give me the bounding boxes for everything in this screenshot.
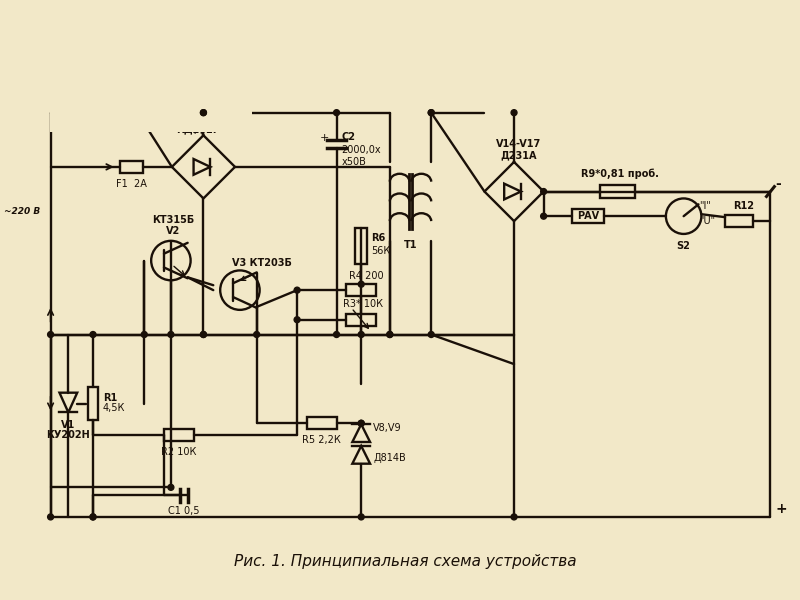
Text: КД202Р: КД202Р [177, 124, 221, 134]
Text: Д231А: Д231А [501, 150, 538, 160]
Bar [346, 284, 376, 296]
Text: Т1: Т1 [404, 240, 418, 250]
Text: V8,V9: V8,V9 [373, 423, 402, 433]
Bar [164, 429, 194, 441]
Text: 56К: 56К [371, 245, 390, 256]
Text: R12: R12 [734, 202, 754, 211]
Circle shape [90, 332, 96, 337]
Bar [114, 107, 138, 119]
Text: R2 10К: R2 10К [161, 447, 197, 457]
Circle shape [511, 110, 517, 116]
Bar [120, 161, 143, 173]
Text: F1  2А: F1 2А [110, 124, 141, 133]
Text: V3 КТ203Б: V3 КТ203Б [232, 257, 291, 268]
Text: Д814В: Д814В [373, 453, 406, 463]
Text: С1 0,5: С1 0,5 [168, 506, 199, 516]
Text: V4-V7: V4-V7 [182, 115, 214, 125]
Circle shape [334, 110, 339, 116]
Bar [355, 228, 367, 263]
Circle shape [358, 514, 364, 520]
Text: С2: С2 [342, 132, 355, 142]
Text: КТ315Б: КТ315Б [152, 215, 194, 225]
Circle shape [387, 332, 393, 337]
Circle shape [201, 332, 206, 337]
Text: х50В: х50В [342, 157, 366, 167]
Circle shape [201, 332, 206, 337]
Circle shape [541, 188, 546, 194]
Circle shape [168, 484, 174, 490]
Bar [600, 185, 635, 199]
Text: R9*0,81 проб.: R9*0,81 проб. [581, 169, 658, 179]
Text: КУ202Н: КУ202Н [46, 430, 90, 440]
Circle shape [142, 332, 147, 337]
Text: +: + [319, 133, 329, 143]
Text: 2000,0х: 2000,0х [342, 145, 381, 155]
Circle shape [358, 420, 364, 426]
Circle shape [294, 287, 300, 293]
Circle shape [428, 110, 434, 116]
Circle shape [428, 110, 434, 116]
Text: R1: R1 [103, 392, 117, 403]
Text: V2: V2 [166, 226, 180, 236]
Bar [307, 418, 337, 429]
Circle shape [90, 514, 96, 520]
Text: V1: V1 [62, 420, 75, 430]
Circle shape [541, 213, 546, 219]
Text: R5 2,2К: R5 2,2К [302, 435, 341, 445]
Text: F1  2А: F1 2А [116, 179, 147, 188]
Bar [346, 314, 376, 326]
Circle shape [201, 110, 206, 116]
Circle shape [48, 332, 54, 337]
Circle shape [358, 420, 364, 426]
Text: V14-V17: V14-V17 [496, 139, 542, 149]
Text: S2: S2 [677, 241, 690, 251]
Circle shape [201, 110, 206, 116]
Circle shape [358, 332, 364, 337]
Text: R6: R6 [371, 233, 386, 243]
Circle shape [511, 514, 517, 520]
Text: "I": "I" [699, 202, 711, 211]
Circle shape [254, 332, 260, 337]
Circle shape [334, 332, 339, 337]
Text: +: + [775, 502, 787, 516]
Text: ~220 В: ~220 В [5, 207, 41, 216]
Circle shape [387, 332, 393, 337]
Text: РАV: РАV [577, 211, 599, 221]
Circle shape [48, 514, 54, 520]
Bar [87, 387, 98, 420]
Text: Рис. 1. Принципиальная схема устройства: Рис. 1. Принципиальная схема устройства [234, 554, 577, 569]
Circle shape [168, 332, 174, 337]
Bar [572, 209, 604, 223]
Text: "U": "U" [699, 216, 715, 226]
Circle shape [90, 514, 96, 520]
Text: КД202Р: КД202Р [186, 124, 230, 133]
Circle shape [294, 317, 300, 323]
Text: -: - [775, 176, 781, 191]
Text: R3* 10К: R3* 10К [343, 299, 383, 309]
Circle shape [428, 332, 434, 337]
Circle shape [358, 281, 364, 287]
Text: V4-V7: V4-V7 [193, 113, 224, 122]
Text: 4,5К: 4,5К [103, 403, 126, 413]
Bar [725, 215, 753, 227]
Text: R4 200: R4 200 [349, 271, 383, 281]
Bar [50, 93, 252, 133]
